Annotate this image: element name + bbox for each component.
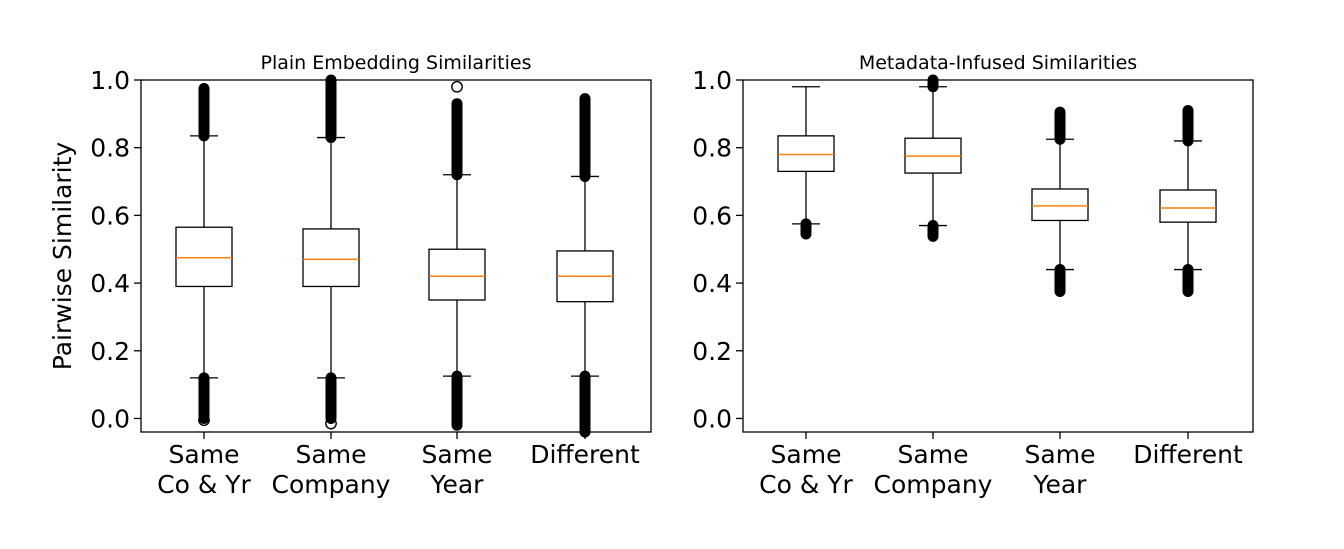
box-iqr bbox=[1031, 188, 1089, 222]
y-tick-label: 1.0 bbox=[90, 66, 130, 95]
y-tick-label: 0.2 bbox=[90, 337, 130, 366]
y-tick-label: 0.8 bbox=[90, 134, 130, 163]
box-iqr bbox=[777, 135, 835, 173]
x-tick-label: Same bbox=[169, 440, 240, 469]
x-tick-label: Different bbox=[530, 440, 640, 469]
x-tick-label: Different bbox=[1133, 440, 1243, 469]
plot-frame bbox=[140, 79, 652, 433]
x-tick-label: Co & Yr bbox=[157, 470, 251, 499]
x-tick-label: Same bbox=[898, 440, 969, 469]
y-tick-label: 1.0 bbox=[692, 66, 732, 95]
y-tick-label: 0.8 bbox=[692, 134, 732, 163]
box-4 bbox=[556, 93, 614, 438]
y-tick-label: 0.0 bbox=[692, 404, 732, 433]
box-2 bbox=[302, 74, 360, 430]
panel-plain-embedding: Plain Embedding Similarities 0.0 0.2 0.4 0.6… bbox=[90, 52, 652, 499]
box-iqr bbox=[175, 226, 233, 288]
chart-title: Plain Embedding Similarities bbox=[260, 52, 531, 74]
y-tick-label: 0.0 bbox=[90, 404, 130, 433]
y-tick-label: 0.4 bbox=[90, 269, 130, 298]
y-tick-label: 0.4 bbox=[692, 269, 732, 298]
y-axis-label: Pairwise Similarity bbox=[48, 142, 77, 371]
x-tick-label: Same bbox=[422, 440, 493, 469]
box-3 bbox=[1031, 106, 1089, 298]
x-tick-label: Year bbox=[430, 470, 485, 499]
box-2 bbox=[904, 74, 962, 242]
box-4 bbox=[1159, 104, 1217, 298]
flier-point bbox=[198, 414, 210, 427]
chart-title: Metadata-Infused Similarities bbox=[859, 52, 1137, 74]
x-tick-label: Company bbox=[874, 470, 993, 499]
x-tick-label: Same bbox=[296, 440, 367, 469]
plot-frame bbox=[742, 79, 1254, 433]
box-iqr bbox=[302, 228, 360, 288]
box-iqr bbox=[428, 248, 486, 301]
y-tick-label: 0.6 bbox=[90, 201, 130, 230]
box-iqr bbox=[1159, 189, 1217, 223]
y-tick-label: 0.2 bbox=[692, 337, 732, 366]
x-tick-label: Same bbox=[771, 440, 842, 469]
flier-point bbox=[451, 80, 463, 93]
x-tick-label: Same bbox=[1025, 440, 1096, 469]
y-tick-label: 0.6 bbox=[692, 201, 732, 230]
flier-point bbox=[325, 417, 337, 430]
panel-metadata-infused: Metadata-Infused Similarities 0.0 0.2 0.4 0.… bbox=[692, 52, 1254, 499]
x-tick-label: Year bbox=[1033, 470, 1088, 499]
box-1 bbox=[777, 86, 835, 240]
x-tick-label: Company bbox=[272, 470, 391, 499]
box-3 bbox=[428, 80, 486, 431]
box-1 bbox=[175, 82, 233, 427]
x-tick-label: Co & Yr bbox=[759, 470, 853, 499]
